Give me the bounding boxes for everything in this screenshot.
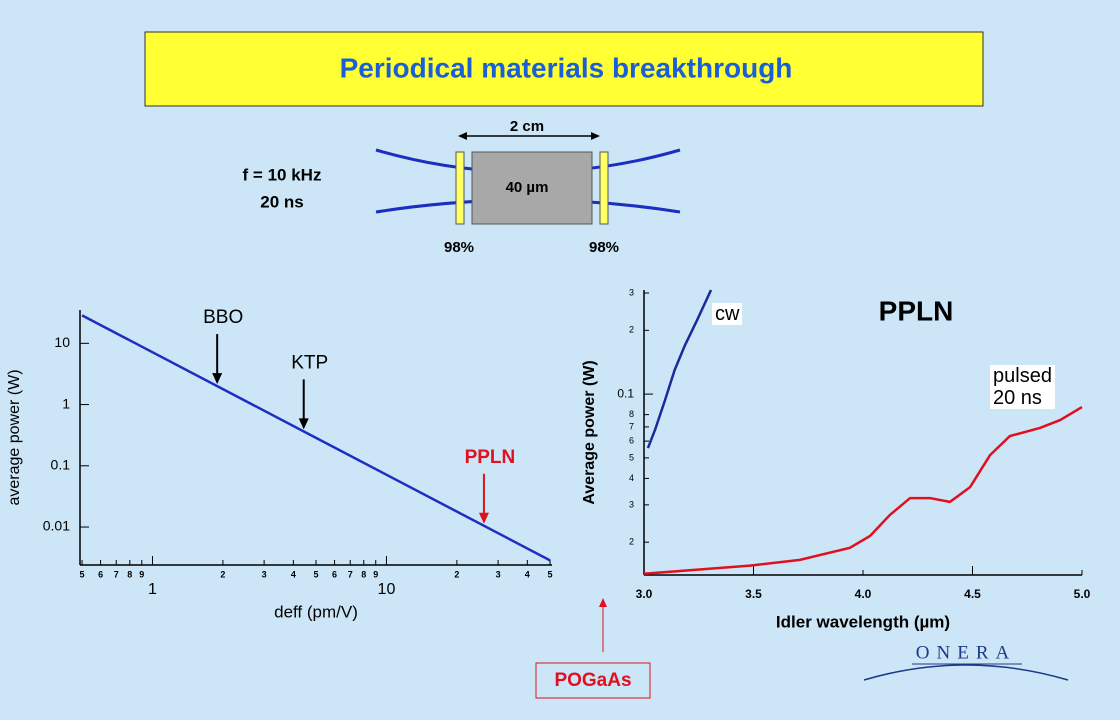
x-tick-label: 3.5 — [745, 587, 762, 601]
x-tick-label: 4.5 — [964, 587, 981, 601]
y-tick-label: 3 — [629, 499, 634, 509]
callout-label: POGaAs — [554, 670, 631, 691]
callout-box — [535, 662, 651, 699]
annotation-label: BBO — [203, 307, 243, 328]
y-tick-label: 7 — [629, 421, 634, 431]
x-tick-label: 4.0 — [855, 587, 872, 601]
annotation-arrow-head — [298, 418, 309, 430]
x-tick-label: 4 — [525, 569, 530, 579]
y-tick-label: 6 — [629, 435, 634, 445]
x-tick-label: 6 — [98, 569, 103, 579]
y-tick-label: 5 — [629, 452, 634, 462]
x-tick-label: 3 — [496, 569, 501, 579]
reflectivity-label: 98% — [444, 239, 474, 256]
pulse-label: 20 ns — [260, 192, 303, 211]
x-tick-label: 7 — [348, 569, 353, 579]
callout-arrow-head — [599, 598, 607, 607]
repetition-label: f = 10 kHz — [243, 165, 322, 184]
logo-text: ONERA — [916, 642, 1016, 663]
x-axis-label: Idler wavelength (µm) — [776, 612, 950, 631]
data-line — [643, 405, 1083, 575]
mirror — [455, 151, 465, 225]
crystal — [471, 151, 593, 225]
chart-title: PPLN — [879, 295, 954, 326]
waist-label: 40 µm — [506, 179, 549, 196]
y-tick-label: 2 — [629, 537, 634, 547]
y-tick-label: 8 — [629, 409, 634, 419]
x-tick-label: 5.0 — [1074, 587, 1091, 601]
x-tick-label: 8 — [361, 569, 366, 579]
annotation-label: KTP — [291, 352, 328, 373]
y-tick-label: 1 — [62, 395, 70, 411]
y-tick-label: 0.1 — [617, 386, 634, 400]
x-tick-label: 6 — [332, 569, 337, 579]
data-line — [646, 289, 713, 449]
x-tick-label: 2 — [454, 569, 459, 579]
reflectivity-label: 98% — [589, 239, 619, 256]
x-tick-label: 8 — [127, 569, 132, 579]
x-tick-label: 4 — [291, 569, 296, 579]
y-axis-label: Average power (W) — [581, 360, 598, 504]
y-tick-label: 0.1 — [51, 457, 71, 473]
x-tick-label: 9 — [373, 569, 378, 579]
x-tick-label: 10 — [378, 581, 396, 598]
annotation-arrow-head — [212, 373, 223, 385]
annotation-arrow-head — [478, 512, 489, 524]
series-label: pulsed 20 ns — [990, 365, 1055, 409]
mirror — [599, 151, 609, 225]
data-line — [81, 314, 551, 562]
x-tick-label: 9 — [139, 569, 144, 579]
x-tick-label: 2 — [220, 569, 225, 579]
series-label: cw — [712, 303, 743, 325]
annotation-label: PPLN — [465, 447, 516, 468]
x-axis-label: deff (pm/V) — [274, 602, 358, 621]
y-tick-label: 3 — [629, 287, 634, 297]
x-tick-label: 5 — [547, 569, 552, 579]
y-tick-label: 0.01 — [43, 518, 70, 534]
y-tick-label: 4 — [629, 473, 634, 483]
y-tick-label: 2 — [629, 325, 634, 335]
x-tick-label: 3 — [262, 569, 267, 579]
x-tick-label: 5 — [80, 569, 85, 579]
length-label: 2 cm — [510, 118, 544, 135]
x-tick-label: 7 — [114, 569, 119, 579]
title-box — [144, 31, 984, 107]
x-tick-label: 5 — [314, 569, 319, 579]
x-tick-label: 1 — [148, 581, 157, 598]
y-axis-label: average power (W) — [6, 369, 23, 505]
logo-arc — [863, 664, 1069, 681]
y-tick-label: 10 — [54, 334, 70, 350]
slide-title: Periodical materials breakthrough — [340, 52, 793, 83]
x-tick-label: 3.0 — [636, 587, 653, 601]
